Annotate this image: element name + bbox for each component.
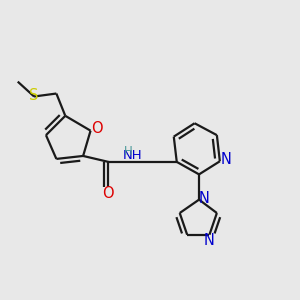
Text: H: H [124,145,133,158]
Text: S: S [29,88,38,104]
Text: O: O [103,186,114,201]
Text: N: N [203,232,214,247]
Text: O: O [91,122,103,136]
Text: NH: NH [123,149,143,162]
Text: N: N [220,152,231,167]
Text: N: N [199,191,210,206]
